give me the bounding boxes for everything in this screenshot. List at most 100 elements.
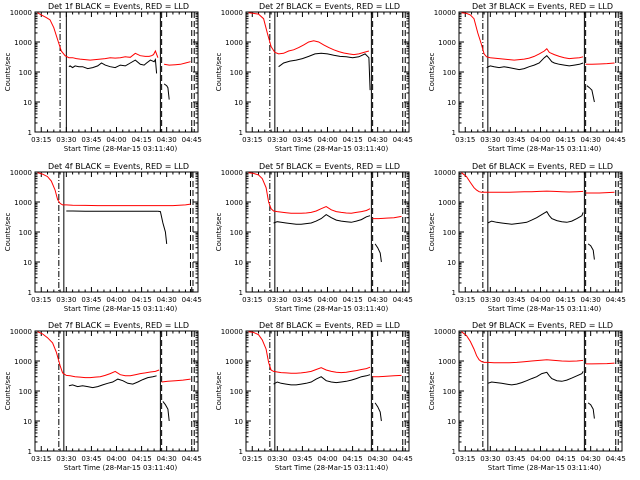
- panel-4: Det 4f BLACK = Events, RED = LLD 1 10 100 10…: [4, 162, 202, 313]
- lld-series-line: [248, 172, 371, 214]
- y-tick-label: 10000: [10, 328, 32, 336]
- chart-title: Det 9f BLACK = Events, RED = LLD: [472, 321, 613, 330]
- chart-title: Det 3f BLACK = Events, RED = LLD: [472, 2, 613, 11]
- y-tick-label: 100: [230, 229, 243, 237]
- x-tick-label: 04:00: [530, 136, 550, 144]
- x-tick-label: 04:45: [393, 455, 413, 463]
- lld-series-line: [37, 331, 160, 379]
- lld-series-line: [585, 62, 615, 65]
- y-tick-label: 1: [452, 129, 456, 137]
- x-axis-label: Start Time (28-Mar-15 03:11:40): [275, 464, 389, 472]
- chart-title: Det 5f BLACK = Events, RED = LLD: [259, 162, 400, 171]
- plot-frame: [458, 171, 623, 293]
- panel-9: Det 9f BLACK = Events, RED = LLD 1 10 100 10…: [428, 321, 626, 472]
- y-tick-label: 1000: [225, 199, 243, 207]
- x-tick-label: 04:45: [393, 296, 413, 304]
- chart-title: Det 6f BLACK = Events, RED = LLD: [472, 162, 613, 171]
- y-tick-label: 100: [443, 69, 456, 77]
- x-tick-label: 03:30: [56, 296, 76, 304]
- x-tick-label: 03:30: [480, 296, 500, 304]
- y-tick-label: 10000: [221, 9, 243, 17]
- x-tick-label: 03:45: [292, 296, 312, 304]
- y-axis-label: Counts/sec: [428, 213, 436, 252]
- x-tick-label: 03:15: [31, 136, 51, 144]
- x-tick-label: 04:00: [317, 455, 337, 463]
- events-series-line: [278, 52, 371, 91]
- y-tick-label: 10: [447, 259, 456, 267]
- x-tick-label: 04:45: [182, 136, 202, 144]
- lld-series-line: [164, 61, 191, 66]
- y-tick-label: 10: [234, 418, 243, 426]
- x-tick-label: 04:30: [368, 455, 388, 463]
- y-tick-label: 100: [19, 229, 32, 237]
- plot-frame: [458, 11, 623, 133]
- lld-series-line: [461, 331, 584, 364]
- y-axis-label: Counts/sec: [428, 372, 436, 411]
- x-tick-label: 03:15: [455, 136, 475, 144]
- lld-series-line: [461, 12, 584, 61]
- y-tick-label: 100: [19, 69, 32, 77]
- x-tick-label: 04:30: [157, 296, 177, 304]
- y-tick-label: 1000: [225, 358, 243, 366]
- chart-title: Det 1f BLACK = Events, RED = LLD: [48, 2, 189, 11]
- lld-series-line: [37, 12, 159, 61]
- events-series-line: [273, 374, 371, 386]
- y-axis-label: Counts/sec: [4, 213, 12, 252]
- y-tick-label: 1: [452, 448, 456, 456]
- y-tick-label: 100: [443, 388, 456, 396]
- x-tick-label: 04:00: [106, 455, 126, 463]
- events-series-line: [586, 85, 595, 103]
- x-axis-label: Start Time (28-Mar-15 03:11:40): [64, 464, 178, 472]
- panel-2: Det 2f BLACK = Events, RED = LLD 1 10 100 10…: [215, 2, 413, 153]
- y-tick-label: 10000: [221, 169, 243, 177]
- x-tick-label: 03:45: [81, 455, 101, 463]
- plot-area: [37, 12, 195, 132]
- y-tick-label: 1: [28, 448, 32, 456]
- x-tick-label: 03:45: [505, 296, 525, 304]
- x-tick-label: 04:00: [106, 136, 126, 144]
- x-axis-label: Start Time (28-Mar-15 03:11:40): [64, 305, 178, 313]
- y-tick-label: 1000: [438, 358, 456, 366]
- x-tick-label: 04:45: [182, 455, 202, 463]
- x-tick-label: 04:15: [555, 296, 575, 304]
- x-tick-label: 03:30: [480, 455, 500, 463]
- events-series-line: [162, 401, 170, 422]
- x-tick-label: 03:30: [267, 296, 287, 304]
- events-series-line: [68, 58, 158, 74]
- panel-3: Det 3f BLACK = Events, RED = LLD 1 10 100 10…: [428, 2, 626, 153]
- lld-series-line: [585, 191, 615, 194]
- events-series-line: [68, 375, 157, 389]
- y-tick-label: 10: [23, 259, 32, 267]
- x-tick-label: 03:30: [267, 455, 287, 463]
- x-axis-label: Start Time (28-Mar-15 03:11:40): [488, 305, 602, 313]
- events-series-line: [486, 55, 584, 71]
- x-tick-label: 03:30: [267, 136, 287, 144]
- x-tick-label: 04:15: [555, 455, 575, 463]
- plot-frame: [34, 330, 199, 452]
- events-series-line: [374, 243, 382, 263]
- x-tick-label: 03:15: [31, 296, 51, 304]
- x-tick-label: 03:45: [81, 136, 101, 144]
- events-series-line: [374, 402, 382, 422]
- lld-series-line: [372, 374, 402, 378]
- panel-7: Det 7f BLACK = Events, RED = LLD 1 10 100 10…: [4, 321, 202, 472]
- x-tick-label: 04:15: [555, 136, 575, 144]
- x-tick-label: 03:45: [292, 136, 312, 144]
- x-tick-label: 03:15: [455, 296, 475, 304]
- x-tick-label: 04:15: [131, 136, 151, 144]
- lld-series-line: [461, 172, 584, 193]
- plot-area: [248, 12, 406, 132]
- plot-area: [37, 331, 195, 451]
- x-tick-label: 03:15: [242, 296, 262, 304]
- x-tick-label: 03:30: [56, 136, 76, 144]
- lld-series-line: [248, 331, 371, 374]
- x-tick-label: 04:00: [317, 296, 337, 304]
- x-tick-label: 04:00: [106, 296, 126, 304]
- y-tick-label: 10000: [434, 328, 456, 336]
- y-tick-label: 10: [23, 418, 32, 426]
- y-tick-label: 1000: [438, 39, 456, 47]
- plot-area: [248, 331, 406, 451]
- y-tick-label: 1: [239, 129, 243, 137]
- x-tick-label: 04:00: [317, 136, 337, 144]
- x-tick-label: 04:00: [530, 296, 550, 304]
